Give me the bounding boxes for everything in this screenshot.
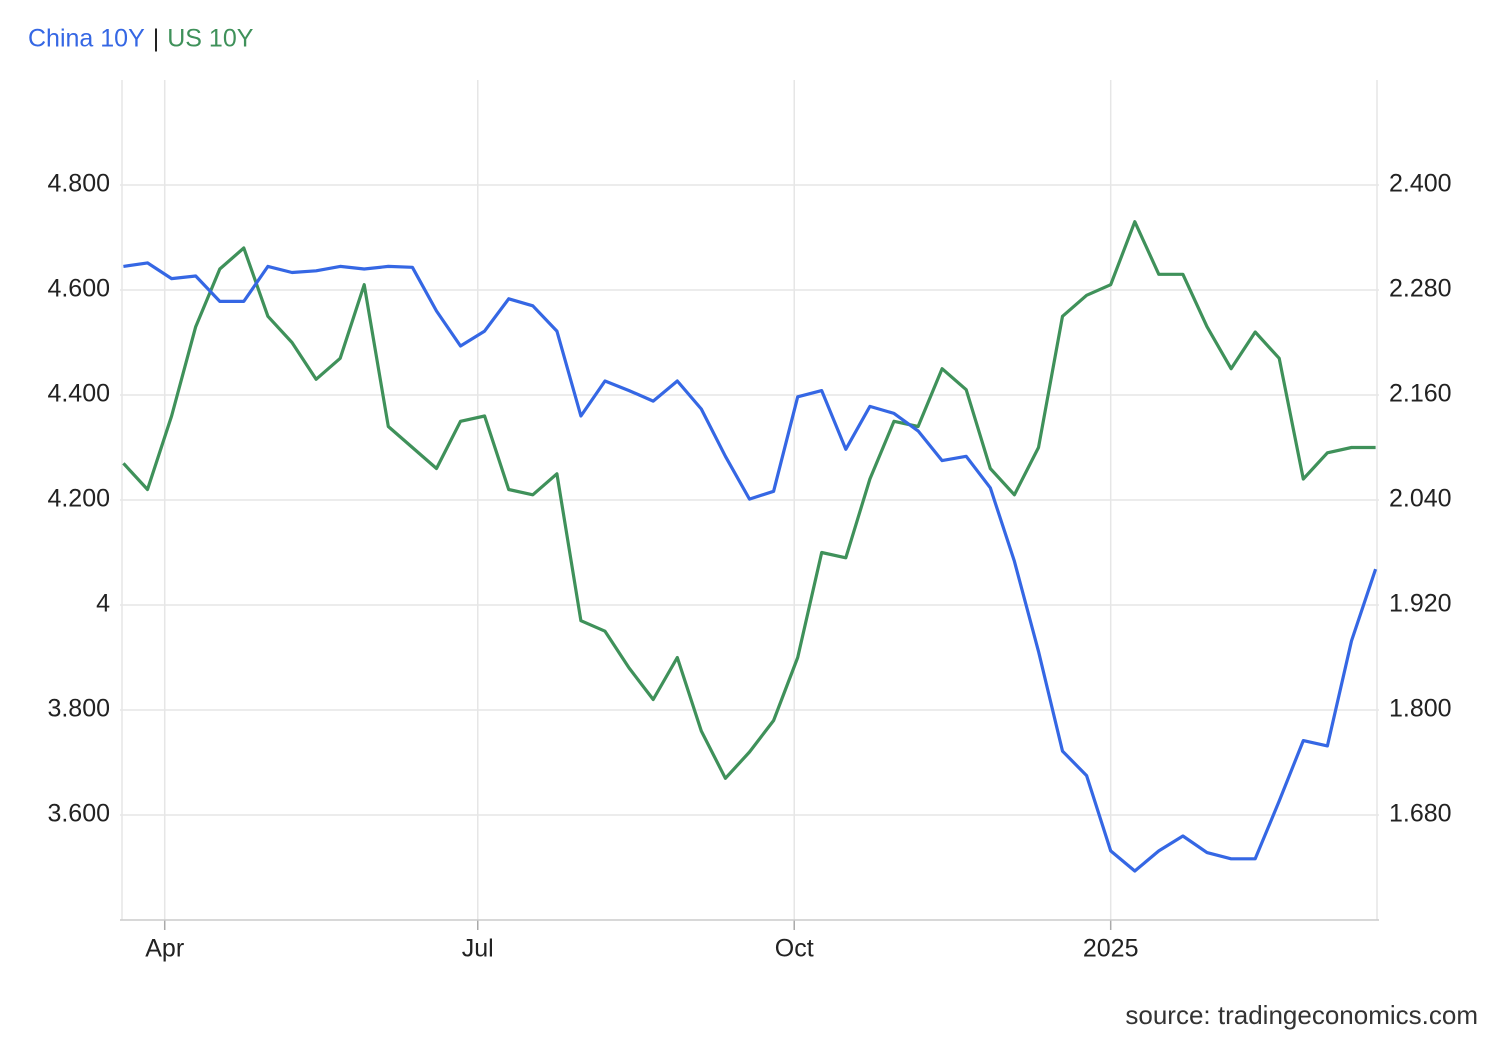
y-tick-label: 3.600 (47, 800, 110, 828)
source: source: tradingeconomics.com (1125, 1000, 1478, 1030)
y2-tick-label: 2.160 (1389, 380, 1452, 408)
x-tick-label: Apr (145, 935, 184, 963)
legend-entry: China 10Y (28, 25, 145, 53)
y2-tick-label: 1.920 (1389, 590, 1452, 618)
x-tick-label: 2025 (1083, 935, 1139, 963)
series-line (123, 261, 1378, 873)
y-tick-label: 3.800 (47, 695, 110, 723)
y2-tick-label: 1.800 (1389, 695, 1452, 723)
y2-tick-label: 2.280 (1389, 275, 1452, 303)
y-tick-label: 4.400 (47, 380, 110, 408)
y-tick-label: 4.200 (47, 485, 110, 513)
legend-separator: | (153, 25, 160, 53)
y2-tick-label: 2.040 (1389, 485, 1452, 513)
y-tick-label: 4 (96, 590, 110, 618)
x-tick-label: Oct (775, 935, 814, 963)
series-line (122, 220, 1376, 780)
legend-entry: US 10Y (167, 25, 253, 53)
y-tick-label: 4.600 (47, 275, 110, 303)
y-tick-label: 4.800 (47, 170, 110, 198)
y2-tick-label: 2.400 (1389, 170, 1452, 198)
x-tick-label: Jul (462, 935, 494, 963)
y2-tick-label: 1.680 (1389, 800, 1452, 828)
